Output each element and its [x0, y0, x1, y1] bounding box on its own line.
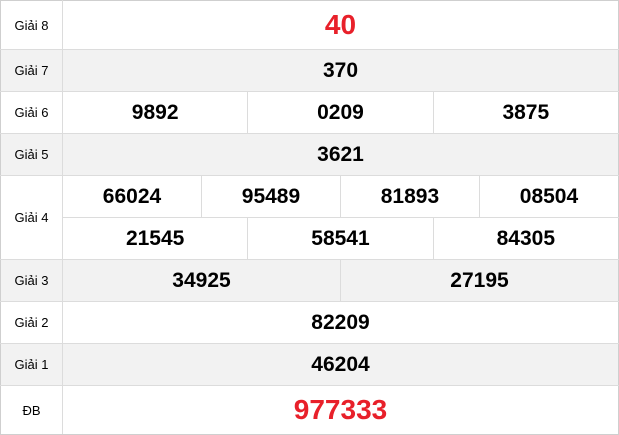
row-giai-7: Giải 7 370 — [0, 49, 619, 92]
prize-number: 95489 — [200, 175, 341, 218]
prize-label: Giải 6 — [0, 91, 63, 134]
prize-number: 58541 — [247, 217, 434, 260]
prize-number: 9892 — [61, 91, 249, 134]
special-prize-number: 977333 — [62, 385, 619, 435]
prize-label: Giải 7 — [0, 49, 63, 92]
prize-number: 46204 — [62, 343, 619, 386]
prize-number: 40 — [62, 0, 619, 50]
prize-number: 21545 — [61, 217, 249, 260]
prize-label: Giải 1 — [0, 343, 63, 386]
prize-label: Giải 5 — [0, 133, 63, 176]
prize-number: 370 — [62, 49, 619, 92]
row-giai-5: Giải 5 3621 — [0, 133, 619, 176]
prize-number: 3875 — [432, 91, 619, 134]
prize-label: Giải 8 — [0, 0, 63, 50]
row-giai-2: Giải 2 82209 — [0, 301, 619, 344]
row-giai-3: Giải 3 34925 27195 — [0, 259, 619, 302]
prize-number: 08504 — [478, 175, 619, 218]
prize-number: 34925 — [62, 259, 341, 302]
prize-label: Giải 4 — [0, 175, 63, 260]
row-giai-4-b: 21545 58541 84305 — [1, 217, 619, 260]
prize-label: ĐB — [0, 385, 63, 435]
prize-label: Giải 3 — [0, 259, 63, 302]
row-giai-4: Giải 4 66024 95489 81893 08504 — [0, 175, 619, 260]
prize-number: 3621 — [62, 133, 619, 176]
row-giai-6: Giải 6 9892 0209 3875 — [0, 91, 619, 134]
prize-number: 66024 — [62, 175, 202, 218]
prize-number: 0209 — [247, 91, 434, 134]
prize-number: 82209 — [62, 301, 619, 344]
row-giai-1: Giải 1 46204 — [0, 343, 619, 386]
prize-number: 84305 — [432, 217, 619, 260]
row-giai-8: Giải 8 40 — [0, 0, 619, 50]
row-dac-biet: ĐB 977333 — [0, 385, 619, 435]
prize-number: 81893 — [339, 175, 480, 218]
prize-number: 27195 — [339, 259, 619, 302]
prize-label: Giải 2 — [0, 301, 63, 344]
